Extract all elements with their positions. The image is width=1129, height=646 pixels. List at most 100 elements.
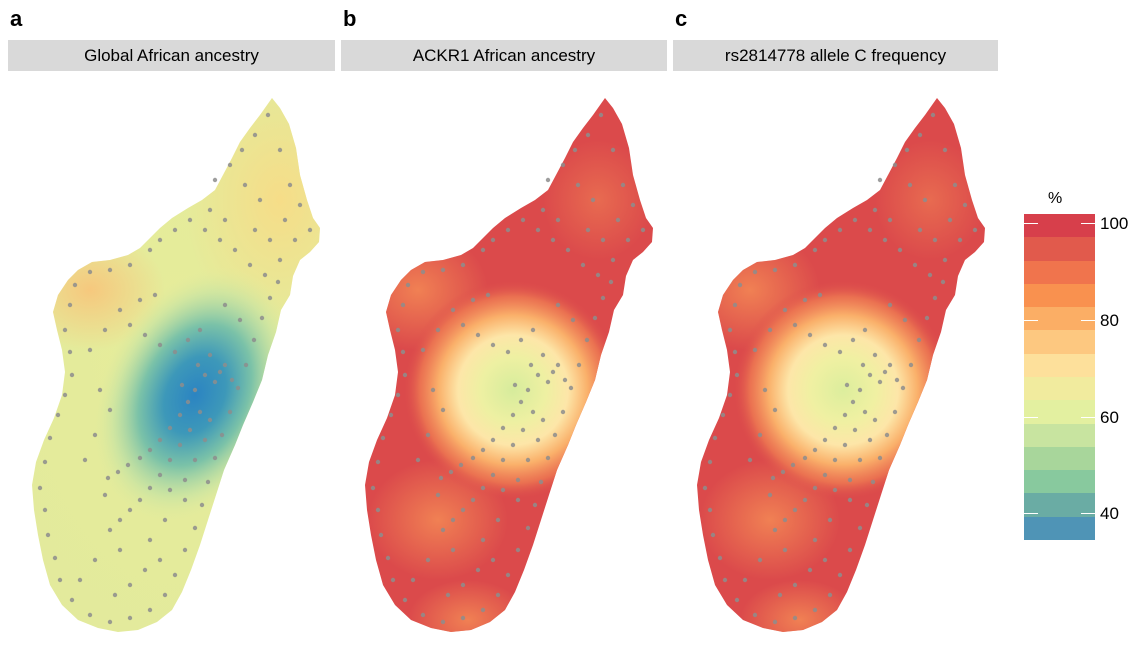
sample-dot — [802, 297, 808, 303]
sample-dot — [615, 217, 621, 223]
sample-dot — [707, 459, 713, 465]
sample-dot — [837, 227, 843, 233]
sample-dot — [902, 317, 908, 323]
sample-dot — [82, 457, 88, 463]
legend-band — [1024, 493, 1095, 518]
sample-dot — [157, 342, 163, 348]
sample-dot — [940, 279, 946, 285]
sample-dot — [752, 347, 758, 353]
sample-dot — [77, 577, 83, 583]
sample-dot — [590, 197, 596, 203]
legend-tick-60: 60 — [1100, 408, 1119, 427]
sample-dot — [137, 455, 143, 461]
sample-dot — [584, 337, 590, 343]
sample-dot — [528, 362, 534, 368]
sample-dot — [930, 112, 936, 118]
sample-dot — [515, 497, 521, 503]
sample-dot — [480, 485, 486, 491]
sample-dot — [222, 362, 228, 368]
sample-dot — [179, 382, 185, 388]
sample-dot — [490, 237, 496, 243]
sample-dot — [55, 412, 61, 418]
sample-dot — [767, 492, 773, 498]
sample-dot — [862, 409, 868, 415]
sample-dot — [275, 279, 281, 285]
sample-dot — [247, 262, 253, 268]
sample-dot — [525, 457, 531, 463]
sample-dot — [450, 307, 456, 313]
sample-dot — [137, 297, 143, 303]
sample-dot — [105, 475, 111, 481]
sample-dot — [752, 612, 758, 618]
legend-tick-mark — [1024, 320, 1038, 321]
sample-dot — [445, 592, 451, 598]
sample-dot — [892, 162, 898, 168]
sample-dot — [480, 537, 486, 543]
sample-dot — [884, 432, 890, 438]
sample-dot — [125, 462, 131, 468]
sample-dot — [562, 377, 568, 383]
sample-dot — [448, 469, 454, 475]
sample-dot — [480, 247, 486, 253]
sample-dot — [630, 202, 636, 208]
sample-dot — [500, 457, 506, 463]
sample-dot — [217, 369, 223, 375]
sample-dot — [857, 525, 863, 531]
sample-dot — [570, 317, 576, 323]
sample-dot — [872, 417, 878, 423]
sample-dot — [237, 317, 243, 323]
sample-dot — [812, 607, 818, 613]
sample-dot — [767, 327, 773, 333]
sample-dot — [375, 459, 381, 465]
sample-dot — [540, 352, 546, 358]
sample-dot — [947, 217, 953, 223]
sample-dot — [217, 237, 223, 243]
sample-dot — [243, 362, 249, 368]
sample-dot — [127, 615, 133, 621]
sample-dot — [430, 387, 436, 393]
sample-dot — [575, 182, 581, 188]
sample-dot — [842, 412, 848, 418]
sample-dot — [847, 547, 853, 553]
sample-dot — [540, 207, 546, 213]
sample-dot — [207, 352, 213, 358]
sample-dot — [307, 227, 313, 233]
sample-dot — [297, 202, 303, 208]
sample-dot — [532, 502, 538, 508]
sample-dot — [870, 479, 876, 485]
sample-dot — [62, 327, 68, 333]
sample-dot — [568, 385, 574, 391]
sample-dot — [490, 342, 496, 348]
sample-dot — [232, 247, 238, 253]
sample-dot — [727, 392, 733, 398]
sample-dot — [385, 555, 391, 561]
sample-dot — [207, 207, 213, 213]
sample-dot — [552, 432, 558, 438]
sample-dot — [458, 462, 464, 468]
sample-dot — [802, 455, 808, 461]
sample-dot — [772, 619, 778, 625]
sample-dot — [480, 447, 486, 453]
legend-band — [1024, 446, 1095, 471]
sample-dot — [375, 507, 381, 513]
legend-tick-mark — [1024, 223, 1038, 224]
panel-title-rs2814778-allele-c-frequency: rs2814778 allele C frequency — [673, 40, 998, 71]
sample-dot — [69, 597, 75, 603]
sample-dot — [395, 327, 401, 333]
sample-dot — [137, 497, 143, 503]
sample-dot — [857, 457, 863, 463]
sample-dot — [595, 272, 601, 278]
sample-dot — [420, 347, 426, 353]
sample-dot — [907, 182, 913, 188]
sample-dot — [535, 437, 541, 443]
sample-dot — [817, 292, 823, 298]
sample-dot — [147, 247, 153, 253]
sample-dot — [832, 425, 838, 431]
panel-letter-c: c — [675, 6, 688, 31]
sample-dot — [792, 507, 798, 513]
sample-dot — [894, 377, 900, 383]
sample-dot — [777, 592, 783, 598]
sample-dot — [610, 257, 616, 263]
sample-dot — [172, 349, 178, 355]
sample-dot — [45, 532, 51, 538]
